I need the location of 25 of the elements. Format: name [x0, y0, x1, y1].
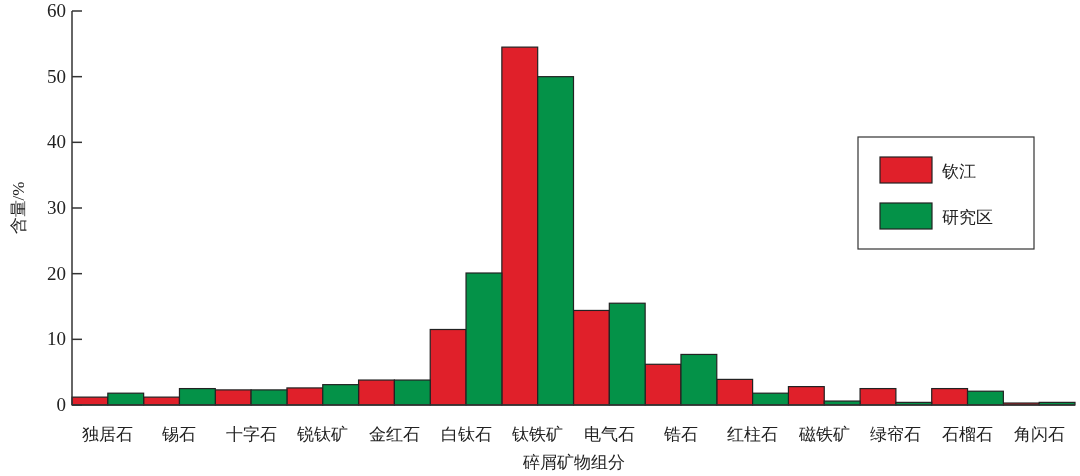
y-tick-label: 10 [47, 328, 66, 350]
y-tick-label: 0 [56, 394, 66, 415]
x-tick-label: 独居石 [82, 425, 134, 444]
y-tick-label: 60 [47, 0, 66, 21]
y-tick-label: 40 [47, 131, 66, 153]
x-tick-label: 钛铁矿 [511, 425, 564, 444]
y-tick-label: 50 [47, 65, 66, 87]
y-tick-label: 30 [47, 197, 66, 218]
x-axis-title: 碎屑矿物组分 [521, 453, 625, 472]
x-tick-label: 锆石 [662, 425, 698, 444]
x-tick-label: 磁铁矿 [797, 425, 850, 444]
x-tick-label: 十字石 [225, 425, 277, 444]
x-tick-label: 金红石 [368, 425, 420, 444]
x-tick-label: 角闪石 [1013, 425, 1065, 444]
x-tick-label: 红柱石 [727, 425, 779, 444]
y-tick-label: 20 [47, 262, 66, 284]
legend-label: 研究区 [942, 208, 993, 227]
x-tick-label: 石榴石 [942, 425, 994, 444]
x-tick-label: 锐钛矿 [296, 425, 349, 444]
x-tick-label: 绿帘石 [870, 425, 922, 444]
y-axis-title: 含量/% [9, 181, 28, 235]
x-tick-label: 电气石 [583, 425, 635, 444]
legend-label: 钦江 [941, 162, 976, 181]
x-tick-label: 锡石 [161, 425, 197, 444]
x-tick-label: 白钛石 [440, 425, 492, 444]
